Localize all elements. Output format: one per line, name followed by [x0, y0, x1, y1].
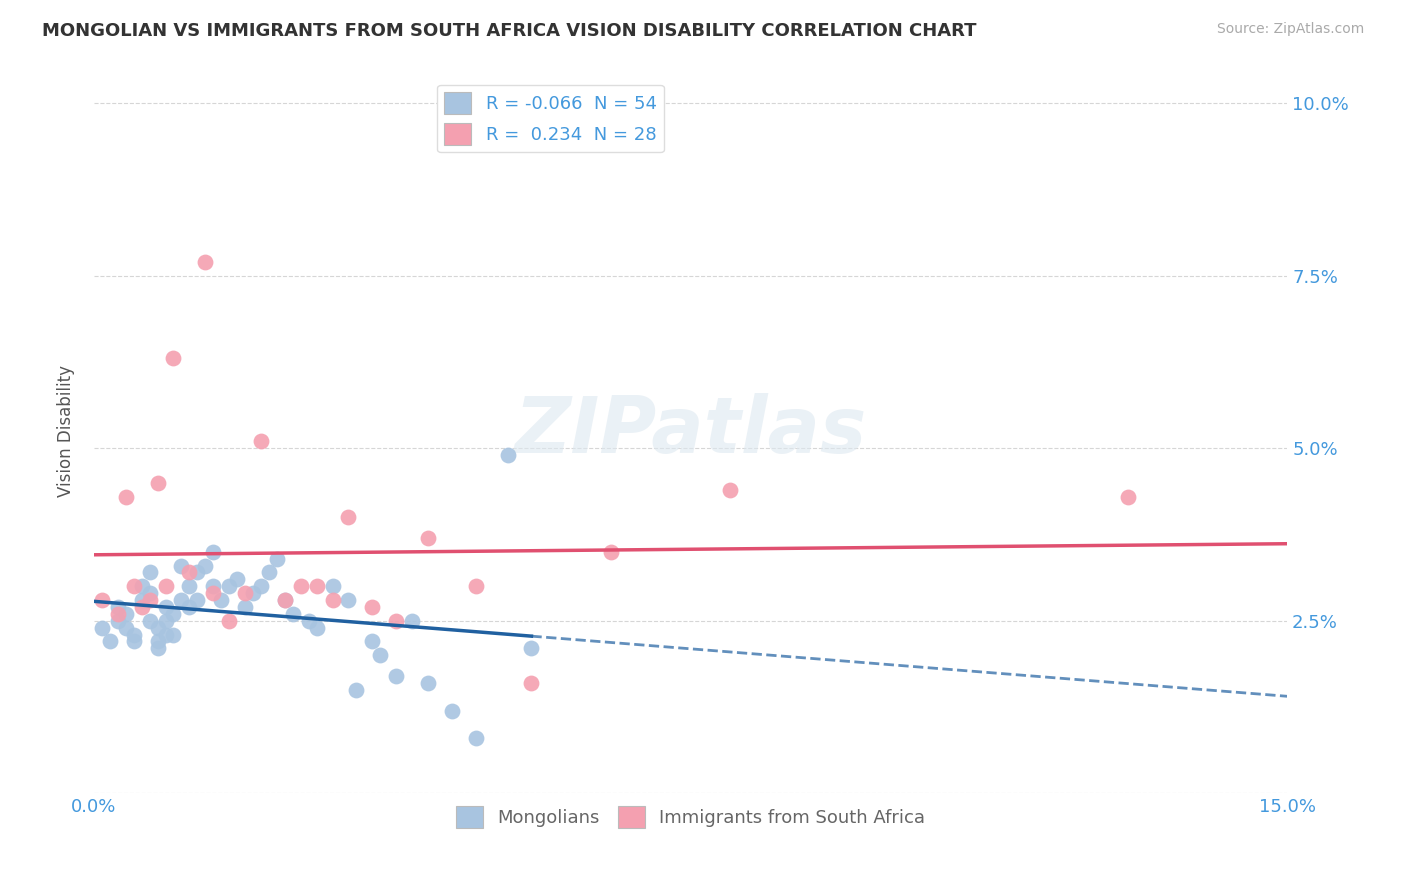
Point — [209, 593, 232, 607]
Point — [233, 599, 256, 614]
Point — [346, 682, 368, 697]
Point — [305, 579, 328, 593]
Legend: Mongolians, Immigrants from South Africa: Mongolians, Immigrants from South Africa — [449, 798, 932, 835]
Point — [155, 579, 177, 593]
Point — [520, 641, 543, 656]
Text: ZIPatlas: ZIPatlas — [515, 393, 866, 469]
Point — [170, 593, 193, 607]
Point — [368, 648, 391, 663]
Point — [114, 607, 136, 621]
Point — [146, 475, 169, 490]
Point — [146, 634, 169, 648]
Point — [131, 579, 153, 593]
Point — [274, 593, 297, 607]
Point — [337, 510, 360, 524]
Point — [385, 614, 408, 628]
Point — [361, 634, 384, 648]
Point — [122, 627, 145, 641]
Point — [179, 566, 201, 580]
Point — [600, 545, 623, 559]
Point — [322, 593, 344, 607]
Point — [162, 627, 184, 641]
Point — [90, 593, 112, 607]
Point — [281, 607, 304, 621]
Point — [138, 566, 160, 580]
Point — [337, 593, 360, 607]
Point — [114, 621, 136, 635]
Point — [202, 586, 225, 600]
Point — [464, 731, 486, 745]
Point — [226, 572, 249, 586]
Text: Source: ZipAtlas.com: Source: ZipAtlas.com — [1216, 22, 1364, 37]
Point — [520, 676, 543, 690]
Point — [718, 483, 741, 497]
Point — [155, 614, 177, 628]
Point — [496, 448, 519, 462]
Point — [440, 704, 463, 718]
Point — [194, 255, 217, 269]
Text: MONGOLIAN VS IMMIGRANTS FROM SOUTH AFRICA VISION DISABILITY CORRELATION CHART: MONGOLIAN VS IMMIGRANTS FROM SOUTH AFRIC… — [42, 22, 977, 40]
Point — [98, 634, 121, 648]
Point — [250, 579, 273, 593]
Point — [233, 586, 256, 600]
Point — [416, 676, 439, 690]
Point — [90, 621, 112, 635]
Point — [186, 566, 208, 580]
Point — [385, 669, 408, 683]
Point — [202, 579, 225, 593]
Point — [146, 641, 169, 656]
Point — [250, 434, 273, 449]
Point — [146, 621, 169, 635]
Point — [401, 614, 423, 628]
Point — [194, 558, 217, 573]
Point — [186, 593, 208, 607]
Point — [162, 351, 184, 366]
Point — [416, 531, 439, 545]
Y-axis label: Vision Disability: Vision Disability — [58, 365, 75, 497]
Point — [298, 614, 321, 628]
Point — [138, 586, 160, 600]
Point — [107, 607, 129, 621]
Point — [218, 614, 240, 628]
Point — [114, 490, 136, 504]
Point — [138, 614, 160, 628]
Point — [107, 599, 129, 614]
Point — [122, 579, 145, 593]
Point — [202, 545, 225, 559]
Point — [179, 579, 201, 593]
Point — [138, 593, 160, 607]
Point — [290, 579, 312, 593]
Point — [361, 599, 384, 614]
Point — [1116, 490, 1139, 504]
Point — [107, 614, 129, 628]
Point — [131, 599, 153, 614]
Point — [155, 599, 177, 614]
Point — [218, 579, 240, 593]
Point — [305, 621, 328, 635]
Point — [242, 586, 264, 600]
Point — [162, 607, 184, 621]
Point — [322, 579, 344, 593]
Point — [464, 579, 486, 593]
Point — [274, 593, 297, 607]
Point — [131, 593, 153, 607]
Point — [179, 599, 201, 614]
Point — [170, 558, 193, 573]
Point — [257, 566, 280, 580]
Point — [155, 627, 177, 641]
Point — [266, 551, 288, 566]
Point — [122, 634, 145, 648]
